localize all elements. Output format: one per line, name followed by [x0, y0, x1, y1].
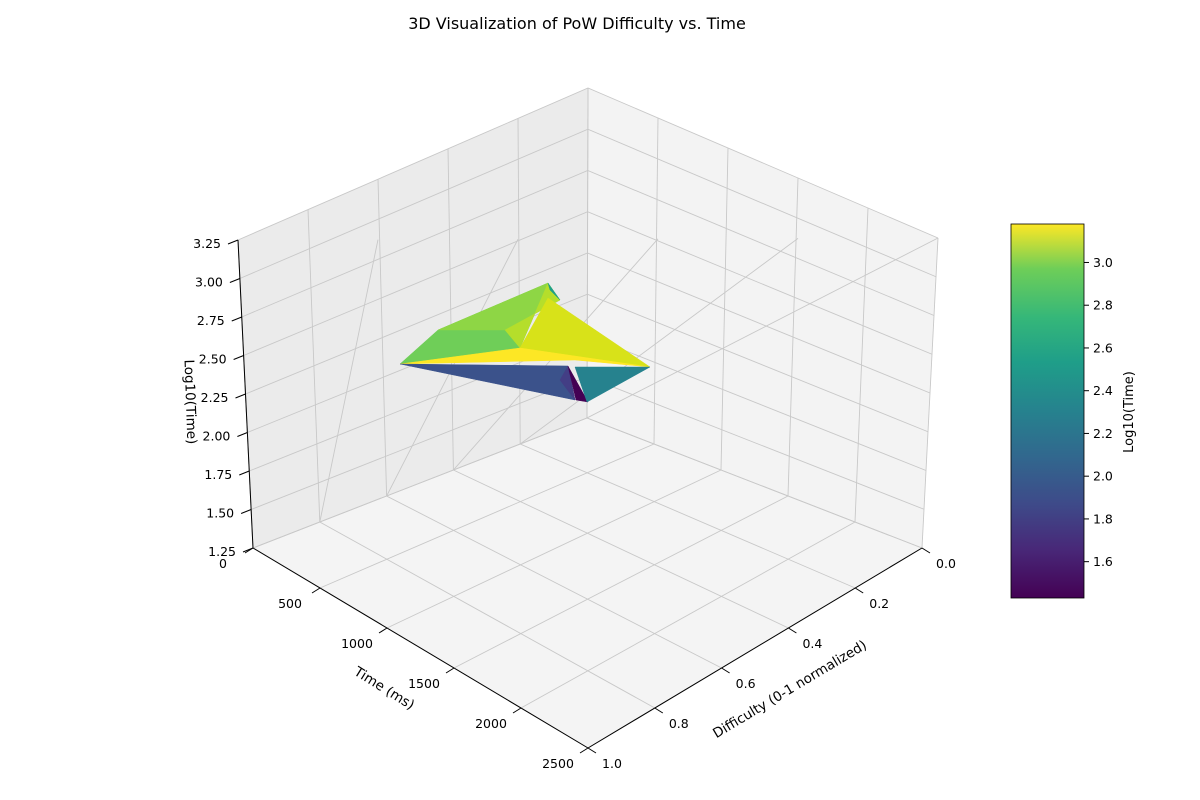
y-tick-label: 1500: [408, 676, 440, 691]
back-pane-left: [238, 88, 588, 548]
z-tick-label: 2.50: [199, 352, 227, 367]
x-tick-label: 0.2: [869, 596, 889, 611]
surface-face: [547, 282, 561, 301]
x-tick-label: 0.8: [669, 716, 689, 731]
x-tick-label: 1.0: [602, 756, 622, 771]
z-tick-label: 1.75: [204, 467, 232, 482]
colorbar-label: Log10(Time): [1122, 371, 1137, 453]
surface-face: [559, 365, 576, 401]
z-tick-label: 1.50: [206, 506, 234, 521]
z-tick-label: 3.00: [195, 275, 223, 290]
colorbar-tick-label: 2.8: [1093, 298, 1113, 313]
back-pane-right: [587, 88, 938, 548]
axes: 0.0 0.2 0.4 0.6 0.8 1.0 0 500 1000 1500 2000 2500 1.…: [193, 236, 956, 771]
colorbar: [1010, 223, 1085, 599]
colorbar-tick-label: 1.6: [1093, 554, 1113, 569]
chart-title: 3D Visualization of PoW Difficulty vs. T…: [408, 14, 746, 33]
z-tick-label: 2.25: [201, 390, 229, 405]
z-tick-label: 1.25: [208, 544, 236, 559]
colorbar-tick-label: 2.0: [1093, 469, 1113, 484]
surface-face: [567, 365, 589, 403]
colorbar-tick-label: 2.2: [1093, 426, 1113, 441]
x-tick-label: 0.6: [736, 676, 756, 691]
z-tick-label: 3.25: [193, 236, 221, 251]
colorbar-tick-label: 3.0: [1093, 255, 1113, 270]
floor-pane: [253, 418, 922, 748]
x-tick-label: 0.0: [936, 556, 956, 571]
colorbar-tick-label: 2.6: [1093, 340, 1113, 355]
x-tick-label: 0.4: [802, 636, 822, 651]
y-tick-label: 0: [219, 556, 227, 571]
colorbar-tick-label: 1.8: [1093, 511, 1113, 526]
y-tick-label: 500: [278, 596, 302, 611]
z-axis-label: Log10(Time): [181, 359, 200, 444]
y-tick-label: 2000: [475, 716, 507, 731]
colorbar-tick-label: 2.4: [1093, 383, 1113, 398]
surface-face: [574, 366, 651, 403]
z-tick-label: 2.75: [197, 313, 225, 328]
y-tick-label: 1000: [341, 636, 373, 651]
z-tick-label: 2.00: [203, 429, 231, 444]
colorbar-ticks: 1.6 1.8 2.0 2.2 2.4 2.6 2.8 3.0: [1084, 255, 1113, 569]
surface: [399, 282, 651, 403]
y-tick-label: 2500: [542, 756, 574, 771]
